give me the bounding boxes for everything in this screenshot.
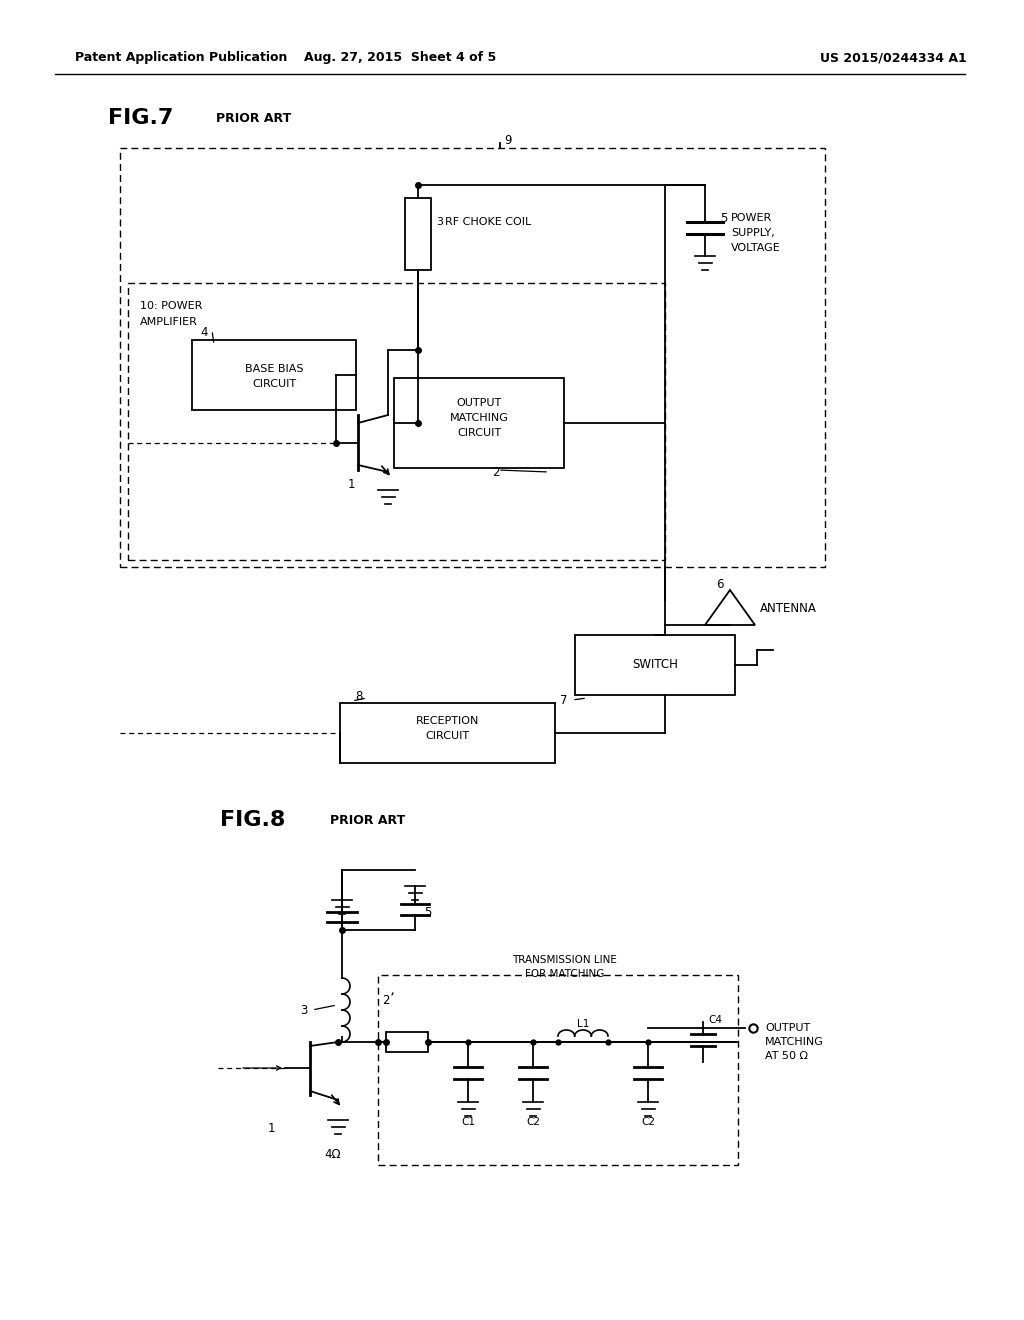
Text: BASE BIAS: BASE BIAS xyxy=(245,364,303,374)
Text: 5: 5 xyxy=(424,906,431,919)
Text: FIG.7: FIG.7 xyxy=(108,108,173,128)
Bar xyxy=(386,1032,428,1052)
Bar xyxy=(128,282,665,560)
Text: 6: 6 xyxy=(716,578,724,591)
Text: PRIOR ART: PRIOR ART xyxy=(330,813,406,826)
Text: L1: L1 xyxy=(577,1019,589,1030)
Text: RECEPTION: RECEPTION xyxy=(416,715,479,726)
Text: 1: 1 xyxy=(268,1122,275,1134)
Bar xyxy=(340,704,555,763)
Text: FOR MATCHING: FOR MATCHING xyxy=(525,969,605,979)
Text: SUPPLY,: SUPPLY, xyxy=(731,228,775,238)
Bar xyxy=(120,148,825,568)
Bar xyxy=(378,975,738,1166)
Text: SWITCH: SWITCH xyxy=(632,659,678,672)
Text: 5: 5 xyxy=(720,211,727,224)
Text: PRIOR ART: PRIOR ART xyxy=(216,111,291,124)
Text: 4: 4 xyxy=(200,326,208,339)
Text: CIRCUIT: CIRCUIT xyxy=(252,379,296,389)
Bar xyxy=(394,378,564,469)
Text: 2: 2 xyxy=(492,466,500,479)
Text: ANTENNA: ANTENNA xyxy=(760,602,817,615)
Text: MATCHING: MATCHING xyxy=(765,1038,824,1047)
Text: Patent Application Publication: Patent Application Publication xyxy=(75,51,288,65)
Text: TRANSMISSION LINE: TRANSMISSION LINE xyxy=(513,954,617,965)
Bar xyxy=(575,635,735,696)
Text: MATCHING: MATCHING xyxy=(450,413,509,422)
Text: CIRCUIT: CIRCUIT xyxy=(457,428,501,438)
Text: RF CHOKE COIL: RF CHOKE COIL xyxy=(445,216,531,227)
Text: 2: 2 xyxy=(382,994,389,1006)
Text: FIG.8: FIG.8 xyxy=(220,810,286,830)
Text: OUTPUT: OUTPUT xyxy=(765,1023,810,1034)
Text: C2: C2 xyxy=(641,1117,655,1127)
Text: 9: 9 xyxy=(504,135,512,148)
Text: 8: 8 xyxy=(355,689,362,702)
Text: VOLTAGE: VOLTAGE xyxy=(731,243,780,253)
Text: C1: C1 xyxy=(461,1117,475,1127)
Text: C4: C4 xyxy=(708,1015,722,1026)
Text: CIRCUIT: CIRCUIT xyxy=(425,731,470,741)
Text: AT 50 Ω: AT 50 Ω xyxy=(765,1051,808,1061)
Text: 3: 3 xyxy=(436,216,443,227)
Text: OUTPUT: OUTPUT xyxy=(457,399,502,408)
Text: 4Ω: 4Ω xyxy=(324,1148,341,1162)
Text: Aug. 27, 2015  Sheet 4 of 5: Aug. 27, 2015 Sheet 4 of 5 xyxy=(304,51,496,65)
Text: US 2015/0244334 A1: US 2015/0244334 A1 xyxy=(820,51,967,65)
Text: 1: 1 xyxy=(348,479,355,491)
Text: 7: 7 xyxy=(560,694,567,708)
Text: AMPLIFIER: AMPLIFIER xyxy=(140,317,198,327)
Text: C2: C2 xyxy=(526,1117,540,1127)
Bar xyxy=(406,198,431,271)
Text: 3: 3 xyxy=(300,1003,307,1016)
Bar xyxy=(193,341,356,411)
Text: POWER: POWER xyxy=(731,213,772,223)
Text: 10: POWER: 10: POWER xyxy=(140,301,203,312)
